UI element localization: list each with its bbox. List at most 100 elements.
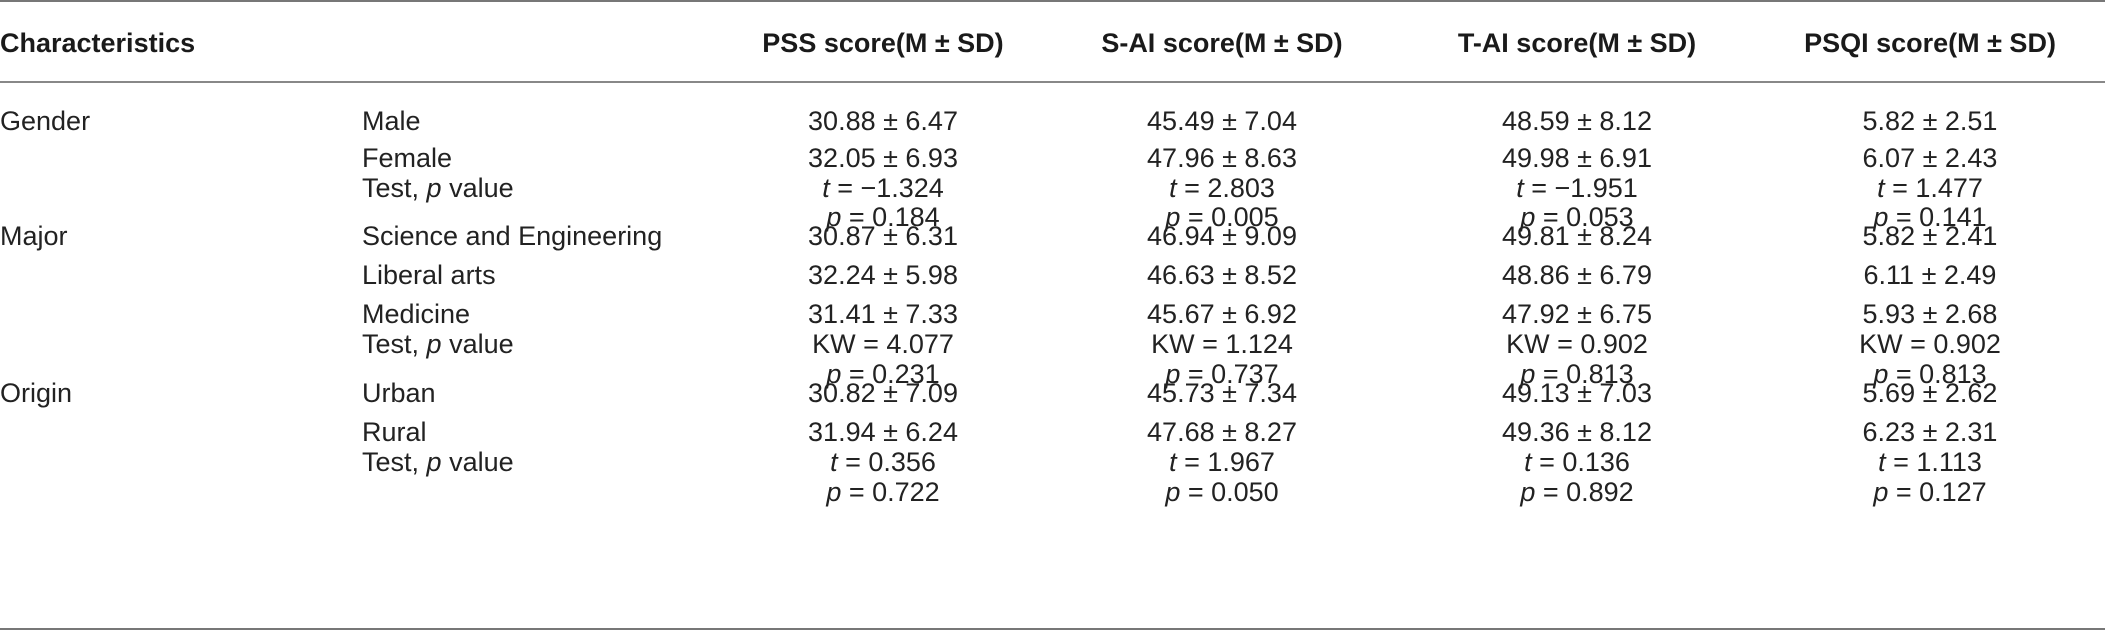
p-value-tai: p = 0.813 (1397, 354, 1757, 394)
statistic-symbol: t (1516, 173, 1524, 203)
p-value: = 0.050 (1180, 477, 1279, 507)
test-statistic-psqi: KW = 0.902 (1750, 324, 2105, 364)
value-cell-sai: 46.94 ± 9.09 (1147, 221, 1297, 251)
group-name: Gender (0, 106, 91, 136)
statistic-value: = 0.902 (1902, 329, 2001, 359)
statistic-value: = 1.477 (1884, 173, 1983, 203)
value-cell-psqi: 5.82 ± 2.41 (1862, 221, 1998, 251)
test-statistic-psqi: t = 1.477 (1750, 168, 2105, 208)
test-label-suffix: value (441, 329, 514, 359)
header-characteristics: Characteristics (0, 28, 196, 58)
row-label: Medicine (362, 299, 471, 329)
test-label-prefix: Test, (362, 447, 427, 477)
row-label: Science and Engineering (362, 221, 663, 251)
p-symbol: p (826, 477, 842, 507)
p-value-tai: p = 0.892 (1397, 472, 1757, 512)
p-symbol: p (1165, 202, 1181, 232)
row-label: Urban (362, 378, 436, 408)
value-cell-psqi: 6.11 ± 2.49 (1863, 260, 1997, 290)
p-symbol: p (1165, 359, 1181, 389)
value-cell-psqi: 5.69 ± 2.62 (1862, 378, 1998, 408)
statistic-value: = −1.324 (829, 173, 944, 203)
header-tai: T-AI score(M ± SD) (1457, 28, 1697, 58)
test-label: Test, p value (362, 442, 514, 482)
p-symbol: p (1873, 477, 1889, 507)
test-statistic-tai: t = −1.951 (1397, 168, 1757, 208)
statistic-value: = 4.077 (855, 329, 954, 359)
p-value-psqi: p = 0.127 (1750, 472, 2105, 512)
p-value: = 0.184 (841, 202, 940, 232)
statistic-symbol: t (1169, 447, 1177, 477)
statistic-symbol: t (1878, 447, 1886, 477)
value-cell-pss: 30.87 ± 6.31 (808, 221, 958, 251)
statistic-symbol: t (830, 447, 838, 477)
p-value-sai: p = 0.005 (1042, 197, 1402, 237)
row-label: Liberal arts (362, 260, 496, 290)
p-value: = 0.737 (1180, 359, 1279, 389)
header-sai: S-AI score(M ± SD) (1101, 28, 1343, 58)
statistic-value: = 0.136 (1531, 447, 1630, 477)
value-cell-sai: 47.68 ± 8.27 (1147, 417, 1297, 447)
statistic-symbol: t (1524, 447, 1532, 477)
p-symbol: p (1873, 202, 1889, 232)
header-pss: PSS score(M ± SD) (762, 28, 1004, 58)
value-cell-pss: 30.88 ± 6.47 (808, 106, 958, 136)
p-value-pss: p = 0.722 (703, 472, 1063, 512)
statistic-symbol: KW (1506, 329, 1550, 359)
test-statistic-tai: KW = 0.902 (1397, 324, 1757, 364)
value-cell-tai: 49.36 ± 8.12 (1502, 417, 1652, 447)
p-symbol: p (1520, 359, 1536, 389)
table-header-rule (0, 81, 2105, 83)
p-value: = 0.722 (841, 477, 940, 507)
p-value-pss: p = 0.231 (703, 354, 1063, 394)
row-label: Female (362, 143, 453, 173)
statistic-symbol: KW (812, 329, 856, 359)
test-label-suffix: value (441, 173, 514, 203)
statistic-symbol: t (822, 173, 830, 203)
test-label: Test, p value (362, 168, 514, 208)
p-value-pss: p = 0.184 (703, 197, 1063, 237)
value-cell-pss: 30.82 ± 7.09 (808, 378, 958, 408)
value-cell-psqi: 5.93 ± 2.68 (1862, 299, 1998, 329)
test-label-p: p (426, 173, 442, 203)
p-value: = 0.127 (1888, 477, 1987, 507)
value-cell-psqi: 5.82 ± 2.51 (1862, 106, 1998, 136)
p-value: = 0.053 (1535, 202, 1634, 232)
value-cell-tai: 49.81 ± 8.24 (1502, 221, 1652, 251)
statistic-value: = 1.967 (1176, 447, 1275, 477)
test-statistic-pss: KW = 4.077 (703, 324, 1063, 364)
p-value-psqi: p = 0.141 (1750, 197, 2105, 237)
p-symbol: p (1520, 202, 1536, 232)
test-statistic-sai: t = 2.803 (1042, 168, 1402, 208)
group-name: Major (0, 221, 68, 251)
value-cell-psqi: 6.07 ± 2.43 (1862, 143, 1998, 173)
test-statistic-pss: t = −1.324 (703, 168, 1063, 208)
row-label: Male (362, 106, 421, 136)
test-label: Test, p value (362, 324, 514, 364)
value-cell-pss: 32.24 ± 5.98 (808, 260, 958, 290)
test-label-prefix: Test, (362, 329, 427, 359)
value-cell-pss: 32.05 ± 6.93 (808, 143, 958, 173)
p-symbol: p (826, 359, 842, 389)
test-label-p: p (426, 447, 442, 477)
value-cell-tai: 49.98 ± 6.91 (1502, 143, 1652, 173)
value-cell-sai: 45.73 ± 7.34 (1147, 378, 1297, 408)
p-value-sai: p = 0.737 (1042, 354, 1402, 394)
value-cell-tai: 47.92 ± 6.75 (1502, 299, 1652, 329)
p-value-psqi: p = 0.813 (1750, 354, 2105, 394)
test-statistic-pss: t = 0.356 (703, 442, 1063, 482)
statistic-symbol: KW (1151, 329, 1195, 359)
p-symbol: p (1165, 477, 1181, 507)
statistic-value: = −1.951 (1523, 173, 1638, 203)
test-label-suffix: value (441, 447, 514, 477)
p-value-tai: p = 0.053 (1397, 197, 1757, 237)
p-value: = 0.813 (1888, 359, 1987, 389)
value-cell-pss: 31.94 ± 6.24 (808, 417, 958, 447)
table-bottom-rule (0, 628, 2105, 630)
p-value: = 0.892 (1535, 477, 1634, 507)
test-label-p: p (426, 329, 442, 359)
test-statistic-tai: t = 0.136 (1397, 442, 1757, 482)
statistic-symbol: t (1877, 173, 1885, 203)
statistic-value: = 1.124 (1194, 329, 1293, 359)
